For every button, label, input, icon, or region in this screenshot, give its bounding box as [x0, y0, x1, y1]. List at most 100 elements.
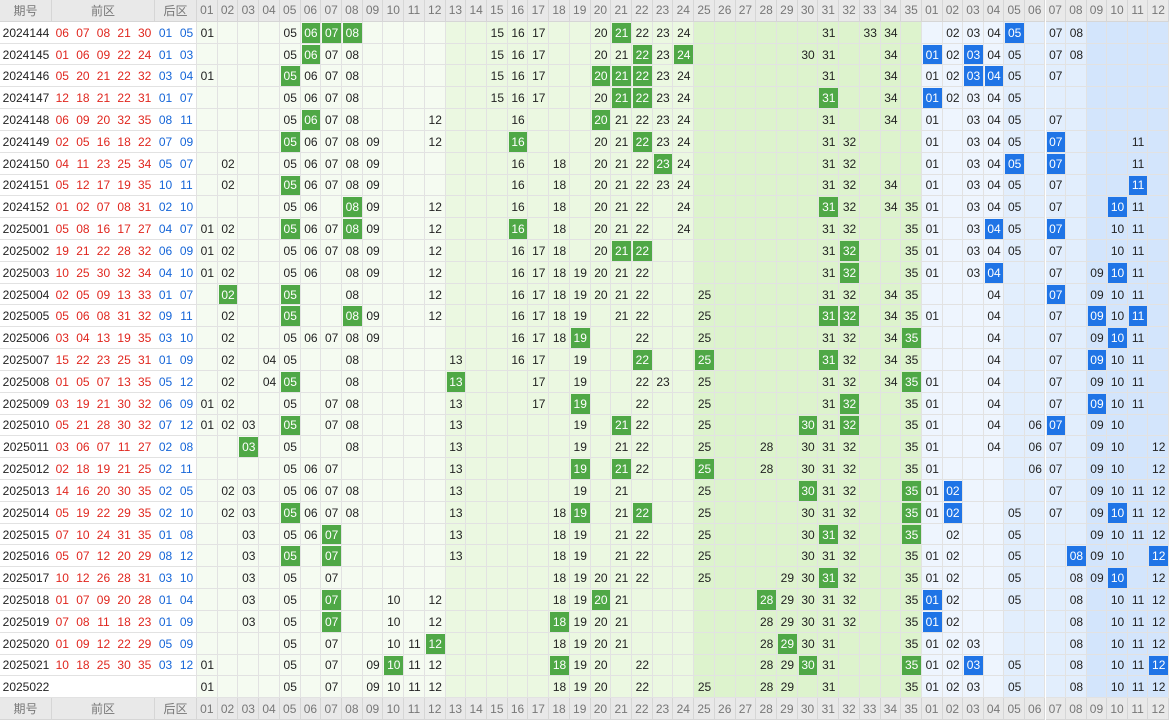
zone-bg [383, 327, 405, 350]
zone-bg [197, 65, 218, 88]
zone-bg [859, 480, 881, 502]
zone-bg [590, 327, 612, 350]
zone-bg [611, 130, 632, 153]
zone-bg [673, 327, 695, 350]
front-cell: 02 [221, 396, 235, 411]
zone-bg [528, 632, 550, 655]
front-number: 03 [55, 331, 69, 346]
back-number: 08 [179, 527, 194, 542]
back-hit: 10 [1108, 568, 1127, 589]
front-cell: 25 [697, 549, 712, 564]
zone-bg [197, 218, 218, 240]
zone-bg [880, 261, 902, 284]
zone-bg [880, 174, 902, 197]
front-column-header: 19 [569, 698, 591, 720]
front-cell: 02 [221, 309, 235, 324]
zone-bg [880, 676, 902, 699]
zone-bg [942, 218, 964, 240]
front-cell: 22 [635, 287, 650, 302]
zone-bg [673, 349, 695, 371]
front-cell: 08 [345, 287, 360, 302]
front-cell: 35 [904, 571, 919, 586]
front-number: 05 [55, 69, 69, 84]
zone-bg [259, 65, 280, 88]
zone-bg [1024, 87, 1046, 110]
zone-bg [404, 436, 425, 459]
back-cell: 03 [966, 200, 981, 215]
front-number: 20 [76, 69, 90, 84]
zone-bg [611, 349, 632, 371]
zone-bg [549, 174, 570, 197]
back-hit: 02 [943, 502, 963, 523]
zone-bg [818, 218, 840, 240]
back-column-header: 04 [983, 0, 1005, 22]
zone-bg [259, 218, 280, 240]
zone-bg [652, 196, 674, 219]
back-number: 10 [179, 265, 194, 280]
zone-bg [983, 109, 1005, 131]
front-cell: 31 [822, 636, 836, 651]
zone-bg [1024, 152, 1046, 175]
front-cell: 05 [283, 156, 297, 171]
zone-bg [652, 480, 674, 502]
back-cell: 12 [1152, 527, 1166, 542]
front-number: 11 [76, 156, 90, 171]
row-bg [0, 130, 197, 153]
zone-bg [321, 305, 342, 328]
zone-bg [424, 392, 446, 415]
zone-bg [983, 480, 1005, 502]
front-hit: 06 [301, 22, 321, 43]
front-number: 34 [138, 265, 152, 280]
back-cell: 04 [987, 200, 1001, 215]
back-cell: 01 [925, 265, 939, 280]
front-cell: 17 [532, 69, 546, 84]
back-cell: 08 [1069, 571, 1084, 586]
front-number: 13 [117, 287, 131, 302]
zone-bg [1148, 370, 1169, 393]
front-cell: 01 [200, 418, 215, 433]
front-column-header: 14 [466, 0, 487, 22]
front-cell: 13 [449, 396, 463, 411]
zone-bg [362, 610, 384, 633]
zone-bg [197, 458, 218, 480]
front-cell: 23 [656, 112, 670, 127]
zone-bg [942, 414, 964, 437]
back-column-header: 12 [1148, 698, 1169, 720]
back-cell: 07 [1049, 309, 1063, 324]
zone-bg [859, 152, 881, 175]
back-column-header: 01 [922, 0, 943, 22]
zone-bg [983, 130, 1005, 153]
zone-bg [880, 480, 902, 502]
zone-bg [673, 458, 695, 480]
back-cell: 07 [1049, 462, 1063, 477]
zone-bg [466, 567, 487, 590]
zone-bg [735, 480, 757, 502]
front-hit: 22 [633, 88, 652, 109]
back-cell: 02 [946, 680, 960, 695]
back-cell: 05 [1007, 571, 1022, 586]
back-number: 07 [158, 418, 173, 433]
back-cell: 11 [1131, 134, 1145, 149]
zone-bg [735, 392, 757, 415]
front-cell: 05 [283, 592, 297, 607]
zone-bg [507, 65, 529, 88]
zone-bg [217, 589, 239, 611]
zone-bg [797, 109, 819, 131]
front-cell: 02 [221, 352, 235, 367]
back-column-header: 08 [1066, 0, 1087, 22]
back-cell: 10 [1110, 222, 1125, 237]
zone-bg [528, 65, 550, 88]
back-cell: 11 [1131, 396, 1145, 411]
front-cell: 01 [200, 680, 215, 695]
front-cell: 18 [552, 243, 567, 258]
front-column-header: 32 [839, 0, 860, 22]
zone-bg [383, 21, 405, 44]
zone-bg [673, 589, 695, 611]
front-cell: 15 [490, 91, 505, 106]
front-number: 12 [96, 636, 111, 651]
zone-bg [197, 589, 218, 611]
zone-bg [590, 174, 612, 197]
zone-bg [259, 654, 280, 677]
zone-bg [756, 523, 777, 546]
front-number: 10 [76, 527, 90, 542]
